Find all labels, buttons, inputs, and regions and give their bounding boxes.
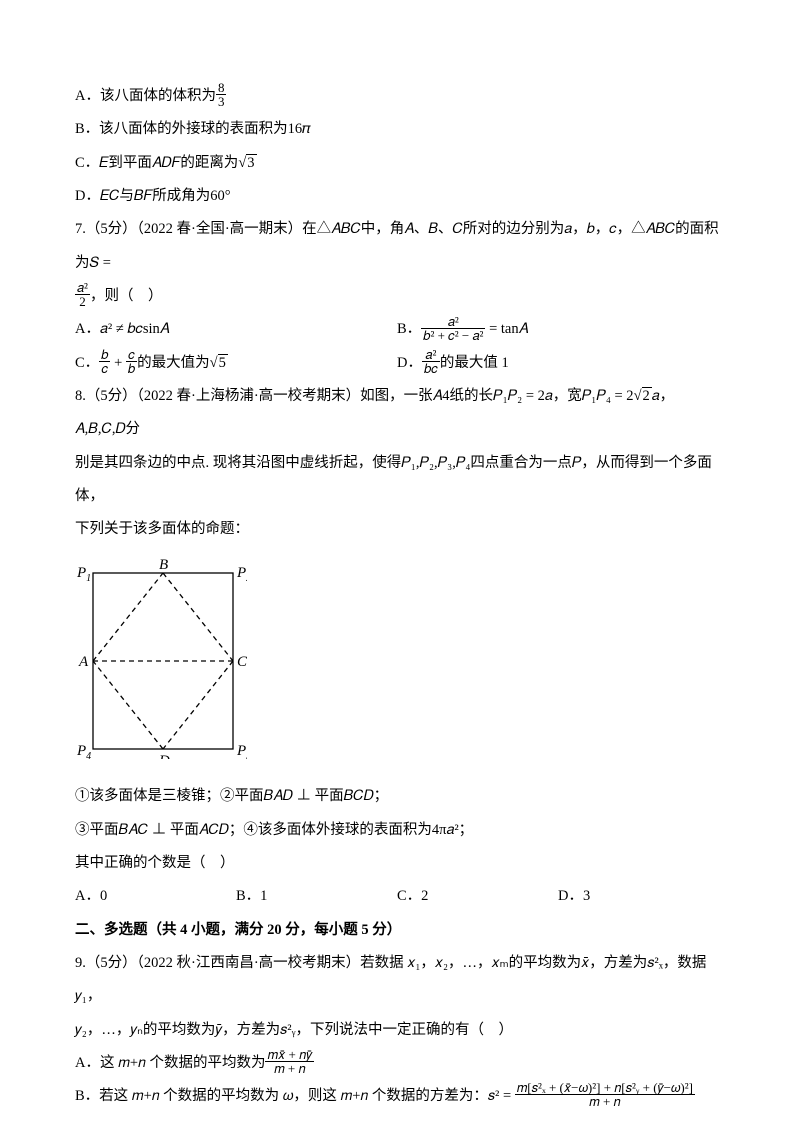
- text: A．该八面体的体积为: [75, 88, 216, 104]
- q8-opt-a: A．0: [75, 880, 236, 913]
- svg-text:D: D: [158, 753, 170, 759]
- q7-stem-2: 𝑎²2，则（ ）: [75, 280, 719, 313]
- sqrt: √5: [210, 347, 228, 380]
- q6-opt-b: B．该八面体的外接球的表面积为16𝜋: [75, 113, 719, 146]
- svg-text:A: A: [78, 654, 89, 670]
- text: 其中正确的个数是（ ）: [75, 855, 235, 871]
- sqrt: √2: [634, 380, 652, 413]
- text: +: [110, 355, 125, 371]
- text: 𝑦₂，…，𝑦ₙ的平均数为𝑦̄，方差为𝑠²ᵧ，下列说法中一定正确的有（ ）: [75, 1022, 513, 1038]
- svg-text:P1: P1: [76, 565, 91, 584]
- fraction: 83: [216, 81, 227, 108]
- svg-text:C: C: [237, 654, 247, 670]
- fraction: 𝑎²2: [75, 281, 90, 308]
- text: 别是其四条边的中点. 现将其沿图中虚线折起，使得𝑃₁,𝑃₂,𝑃₃,𝑃₄四点重合为…: [75, 455, 712, 504]
- text: C．2: [397, 888, 428, 904]
- text: 下列关于该多面体的命题：: [75, 521, 249, 537]
- q8-opt-d: D．3: [558, 880, 719, 913]
- text: = tan𝐴: [485, 321, 528, 337]
- fraction: 𝑚𝑥̄ + 𝑛𝑦̄𝑚 + 𝑛: [265, 1048, 314, 1075]
- svg-text:P2: P2: [236, 565, 247, 584]
- text: 8.（5分）（2022 春·上海杨浦·高一校考期末）如图，一张𝐴4纸的长𝑃₁𝑃₂…: [75, 388, 634, 404]
- fraction: 𝑚[𝑠²ₓ + (𝑥̄−𝜔)²] + 𝑛[𝑠²ᵧ + (𝑦̄−𝜔)²]𝑚 + 𝑛: [515, 1081, 695, 1108]
- text: C．: [75, 355, 99, 371]
- q9-stem-2: 𝑦₂，…，𝑦ₙ的平均数为𝑦̄，方差为𝑠²ᵧ，下列说法中一定正确的有（ ）: [75, 1014, 719, 1047]
- fraction: 𝑎²𝑏𝑐: [422, 348, 440, 375]
- q7-opt-c: C．𝑏𝑐 + 𝑐𝑏的最大值为√5: [75, 347, 397, 380]
- text: 二、多选题（共 4 小题，满分 20 分，每小题 5 分）: [75, 922, 401, 938]
- text: D．: [397, 355, 422, 371]
- q9-opt-a: A．这 𝑚+𝑛 个数据的平均数为𝑚𝑥̄ + 𝑛𝑦̄𝑚 + 𝑛: [75, 1047, 719, 1080]
- q8-prop-2: ③平面𝐵𝐴𝐶 ⊥ 平面𝐴𝐶𝐷；④该多面体外接球的表面积为4π𝑎²；: [75, 814, 719, 847]
- q7-opt-a: A．𝑎² ≠ 𝑏𝑐sin𝐴: [75, 313, 397, 346]
- text: ③平面𝐵𝐴𝐶 ⊥ 平面𝐴𝐶𝐷；④该多面体外接球的表面积为4π𝑎²；: [75, 822, 473, 838]
- text: B．1: [236, 888, 267, 904]
- text: D．𝐸𝐶与𝐵𝐹所成角为60°: [75, 188, 231, 204]
- q9-stem-1: 9.（5分）（2022 秋·江西南昌·高一校考期末）若数据 𝑥₁，𝑥₂，…，𝑥ₘ…: [75, 947, 719, 1014]
- q8-stem-1: 8.（5分）（2022 春·上海杨浦·高一校考期末）如图，一张𝐴4纸的长𝑃₁𝑃₂…: [75, 380, 719, 447]
- q8-diagram: P1 P2 P3 P4 B D A C: [75, 559, 719, 772]
- text: 7.（5分）（2022 春·全国·高一期末）在△𝐴𝐵𝐶中，角𝐴、𝐵、𝐶所对的边分…: [75, 221, 719, 270]
- q8-stem-3: 下列关于该多面体的命题：: [75, 513, 719, 546]
- text: 9.（5分）（2022 秋·江西南昌·高一校考期末）若数据 𝑥₁，𝑥₂，…，𝑥ₘ…: [75, 955, 706, 1004]
- text: D．3: [558, 888, 590, 904]
- q6-opt-d: D．𝐸𝐶与𝐵𝐹所成角为60°: [75, 180, 719, 213]
- q9-opt-b: B．若这 𝑚+𝑛 个数据的平均数为 𝜔，则这 𝑚+𝑛 个数据的方差为：𝑠² = …: [75, 1080, 719, 1113]
- q8-stem-2: 别是其四条边的中点. 现将其沿图中虚线折起，使得𝑃₁,𝑃₂,𝑃₃,𝑃₄四点重合为…: [75, 447, 719, 514]
- q7-opt-d: D．𝑎²𝑏𝑐的最大值 1: [397, 347, 719, 380]
- section-2-header: 二、多选题（共 4 小题，满分 20 分，每小题 5 分）: [75, 914, 719, 947]
- text: C．𝐸到平面𝐴𝐷𝐹的距离为: [75, 155, 238, 171]
- q8-prop-1: ①该多面体是三棱锥；②平面𝐵𝐴𝐷 ⊥ 平面𝐵𝐶𝐷；: [75, 780, 719, 813]
- q6-opt-a: A．该八面体的体积为83: [75, 80, 719, 113]
- q8-prop-3: 其中正确的个数是（ ）: [75, 847, 719, 880]
- text: 的最大值为: [137, 355, 210, 371]
- text: 的最大值 1: [440, 355, 509, 371]
- fraction: 𝑎²𝑏² + 𝑐² − 𝑎²: [421, 315, 485, 342]
- q7-row-cd: C．𝑏𝑐 + 𝑐𝑏的最大值为√5 D．𝑎²𝑏𝑐的最大值 1: [75, 347, 719, 380]
- text: B．若这 𝑚+𝑛 个数据的平均数为 𝜔，则这 𝑚+𝑛 个数据的方差为：𝑠² =: [75, 1088, 515, 1104]
- text: B．: [397, 321, 421, 337]
- q6-opt-c: C．𝐸到平面𝐴𝐷𝐹的距离为√3: [75, 147, 719, 180]
- svg-text:P3: P3: [236, 743, 247, 759]
- text: A．𝑎² ≠ 𝑏𝑐sin𝐴: [75, 321, 169, 337]
- text: A．这 𝑚+𝑛 个数据的平均数为: [75, 1055, 265, 1071]
- svg-text:P4: P4: [76, 743, 91, 759]
- sqrt: √3: [238, 147, 256, 180]
- q7-row-ab: A．𝑎² ≠ 𝑏𝑐sin𝐴 B．𝑎²𝑏² + 𝑐² − 𝑎² = tan𝐴: [75, 313, 719, 346]
- q7-opt-b: B．𝑎²𝑏² + 𝑐² − 𝑎² = tan𝐴: [397, 313, 719, 346]
- text: B．该八面体的外接球的表面积为16𝜋: [75, 121, 311, 137]
- fraction: 𝑏𝑐: [99, 348, 110, 375]
- fraction: 𝑐𝑏: [126, 348, 137, 375]
- text: ①该多面体是三棱锥；②平面𝐵𝐴𝐷 ⊥ 平面𝐵𝐶𝐷；: [75, 788, 388, 804]
- diagram-svg: P1 P2 P3 P4 B D A C: [75, 559, 247, 759]
- text: A．0: [75, 888, 107, 904]
- q8-opt-c: C．2: [397, 880, 558, 913]
- q8-options: A．0 B．1 C．2 D．3: [75, 880, 719, 913]
- q8-opt-b: B．1: [236, 880, 397, 913]
- text: ，则（ ）: [90, 288, 163, 304]
- q7-stem: 7.（5分）（2022 春·全国·高一期末）在△𝐴𝐵𝐶中，角𝐴、𝐵、𝐶所对的边分…: [75, 213, 719, 280]
- svg-text:B: B: [159, 559, 168, 573]
